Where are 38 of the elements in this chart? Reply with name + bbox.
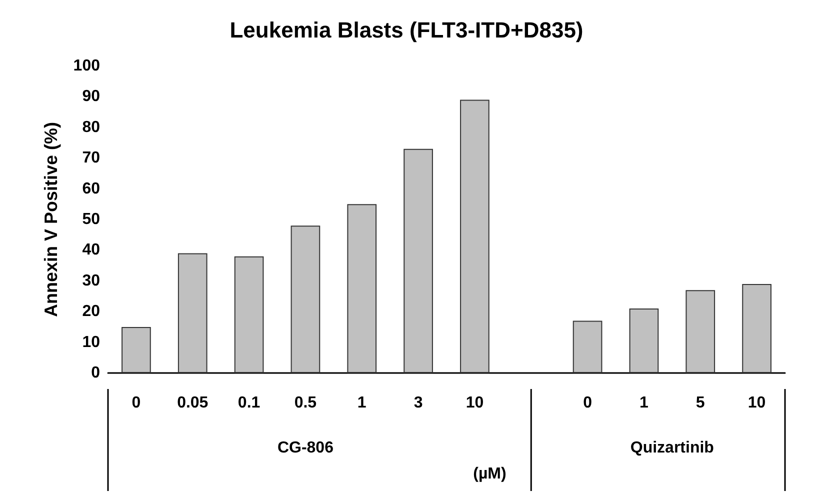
y-axis-title: Annexin V Positive (%) [41, 122, 61, 318]
text: CG-806 [277, 440, 334, 456]
bar [347, 204, 377, 373]
x-tick-label: 0.05 [177, 394, 208, 412]
y-tick-label: 40 [82, 242, 100, 259]
y-tick-label: 20 [82, 303, 100, 320]
x-tick-label: 3 [414, 394, 423, 412]
y-tick-label: 100 [73, 58, 100, 74]
bar [178, 253, 208, 373]
bar [234, 256, 264, 373]
bar [572, 320, 602, 373]
x-tick-label: 0 [132, 394, 141, 412]
y-tick-label: 50 [82, 211, 100, 228]
bar [404, 148, 433, 373]
bar [122, 326, 151, 373]
y-tick-label: 90 [82, 88, 100, 106]
x-tick-label: 10 [748, 394, 766, 412]
y-tick-label: 10 [82, 334, 100, 351]
y-tick-label: 70 [82, 150, 100, 167]
x-tick-label: 1 [357, 394, 366, 412]
bar [742, 284, 772, 373]
bar [629, 308, 659, 373]
x-tick-label: 0 [583, 394, 592, 412]
y-tick-label: 80 [82, 118, 100, 136]
y-tick-label: 60 [82, 180, 100, 198]
bar [460, 100, 490, 373]
y-tick-label: 30 [82, 272, 100, 290]
x-tick-label: 5 [696, 394, 705, 412]
x-tick-label: 0.5 [294, 394, 317, 412]
bar [290, 226, 320, 373]
chart-title: Leukemia Blasts (FLT3-ITD+D835) [230, 18, 584, 42]
text: Quizartinib [630, 440, 714, 456]
text: (µM) [473, 466, 506, 482]
x-tick-label: 0.1 [238, 394, 260, 412]
bar [686, 290, 716, 373]
x-tick-label: 10 [466, 394, 484, 412]
x-tick-label: 1 [640, 394, 649, 412]
y-tick-label: 0 [91, 364, 100, 382]
